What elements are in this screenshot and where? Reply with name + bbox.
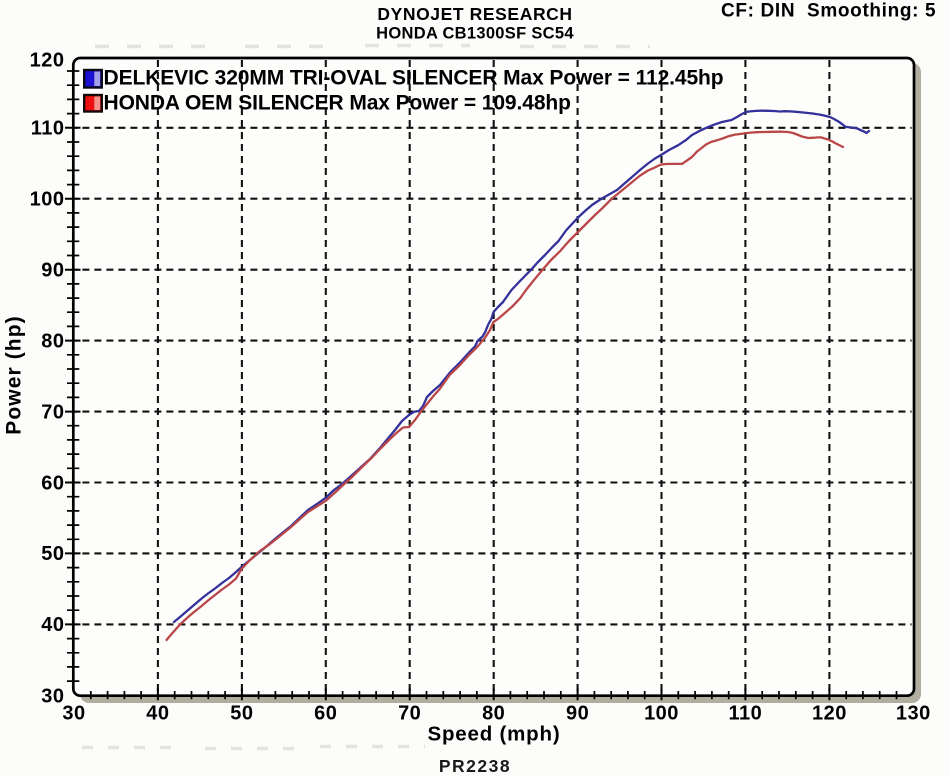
svg-text:120: 120 <box>812 703 847 725</box>
svg-text:Power (hp): Power (hp) <box>3 315 26 435</box>
svg-text:100: 100 <box>644 703 679 725</box>
svg-text:CF: DIN Smoothing: 5: CF: DIN Smoothing: 5 <box>721 1 936 22</box>
svg-text:Speed (mph): Speed (mph) <box>428 723 561 746</box>
svg-text:110: 110 <box>729 703 763 725</box>
svg-text:30: 30 <box>41 686 64 708</box>
svg-text:PR2238: PR2238 <box>439 756 511 776</box>
svg-text:HONDA CB1300SF SC54: HONDA CB1300SF SC54 <box>376 25 574 43</box>
svg-text:80: 80 <box>482 703 505 725</box>
svg-text:60: 60 <box>41 472 64 494</box>
svg-text:130: 130 <box>896 703 931 725</box>
svg-text:110: 110 <box>31 118 65 140</box>
svg-text:HONDA OEM SILENCER Max Power =: HONDA OEM SILENCER Max Power = 109.48hp <box>104 92 571 115</box>
svg-text:120: 120 <box>30 49 65 71</box>
svg-text:90: 90 <box>566 703 589 725</box>
svg-text:50: 50 <box>230 703 253 725</box>
svg-text:80: 80 <box>41 330 64 352</box>
svg-text:40: 40 <box>41 614 64 636</box>
svg-text:DELKEVIC 320MM TRI-OVAL SILENC: DELKEVIC 320MM TRI-OVAL SILENCER Max Pow… <box>104 67 724 90</box>
svg-text:30: 30 <box>62 703 85 725</box>
svg-text:100: 100 <box>30 189 65 211</box>
svg-text:70: 70 <box>398 703 421 725</box>
svg-text:90: 90 <box>41 260 64 282</box>
svg-text:70: 70 <box>41 401 64 423</box>
svg-text:DYNOJET RESEARCH: DYNOJET RESEARCH <box>377 4 572 24</box>
svg-text:50: 50 <box>41 543 64 565</box>
svg-text:40: 40 <box>146 703 169 725</box>
svg-text:60: 60 <box>314 703 337 725</box>
